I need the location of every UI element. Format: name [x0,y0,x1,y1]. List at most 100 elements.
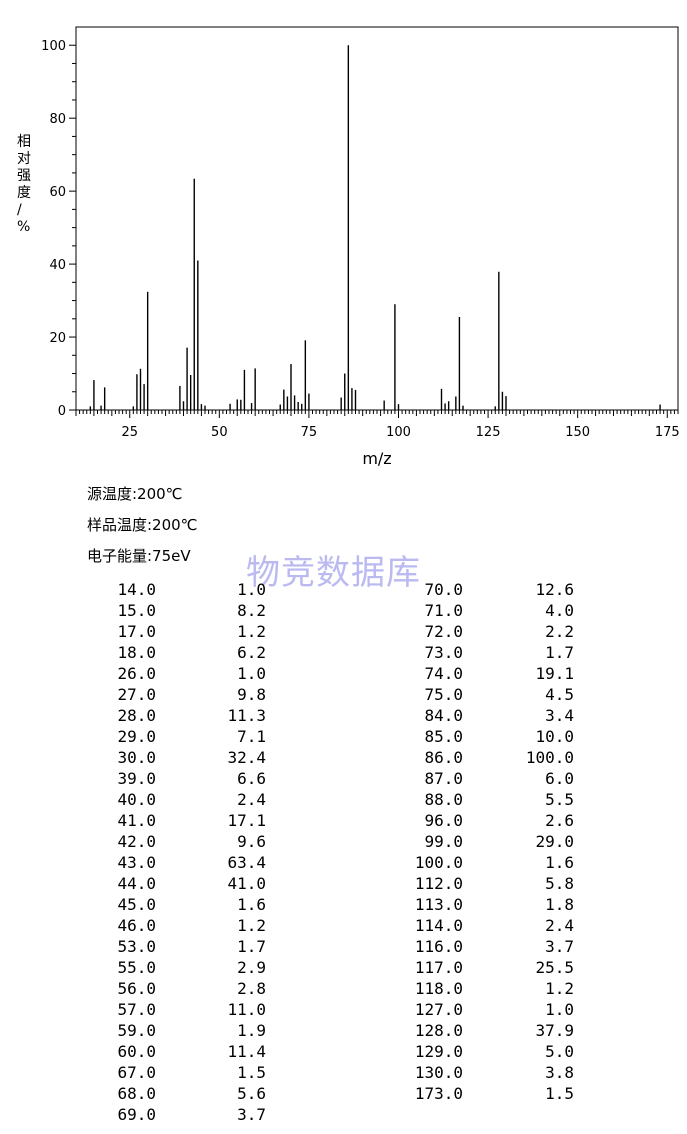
y-axis-label: 相对强度/% [17,134,31,235]
intensity-value: 6.6 [237,769,266,788]
mz-value: 15.0 [117,601,156,620]
mz-value: 74.0 [424,664,463,683]
table-row: 113.0 1.8 [0,895,687,916]
intensity-value: 3.8 [545,1063,574,1082]
intensity-value: 100.0 [525,748,574,767]
table-row: 15.0 8.2 [0,601,687,622]
intensity-value: 3.7 [237,1105,266,1124]
mz-value: 85.0 [424,727,463,746]
x-tick-label: 100 [386,425,411,440]
spectrum-peaks [89,45,661,410]
mz-value: 128.0 [414,1021,463,1040]
intensity-value: 41.0 [227,874,266,893]
intensity-value: 37.9 [535,1021,574,1040]
intensity-value: 1.7 [237,937,266,956]
table-row: 27.0 9.8 [0,685,687,706]
intensity-value: 1.2 [545,979,574,998]
mz-value: 73.0 [424,643,463,662]
intensity-value: 5.8 [545,874,574,893]
source-temperature: 源温度:200℃ [87,485,183,503]
mz-value: 26.0 [117,664,156,683]
intensity-value: 4.5 [545,685,574,704]
table-row: 68.0 5.6 [0,1084,687,1105]
y-tick-label: 80 [49,112,66,127]
table-row: 57.0 11.0 [0,1000,687,1021]
mz-value: 88.0 [424,790,463,809]
mass-spectrum-chart: 0 20 40 60 80 100 25 50 75 100 125 150 175 m/z 相对强度… [17,26,680,468]
intensity-value: 4.0 [545,601,574,620]
table-row: 17.0 1.2 [0,622,687,643]
table-row: 128.0 37.9 [0,1021,687,1042]
electron-energy: 电子能量:75eV [87,547,191,565]
mz-value: 118.0 [414,979,463,998]
intensity-value: 5.6 [237,1084,266,1103]
x-tick-label: 75 [301,425,318,440]
mz-value: 27.0 [117,685,156,704]
table-row: 99.0 29.0 [0,832,687,853]
table-row: 26.0 1.0 [0,664,687,685]
table-row: 60.0 11.4 [0,1042,687,1063]
intensity-value: 1.6 [545,853,574,872]
table-row: 69.0 3.7 [0,1105,687,1126]
mz-value: 130.0 [414,1063,463,1082]
intensity-value: 19.1 [535,664,574,683]
mz-value: 29.0 [117,727,156,746]
table-row: 18.0 6.2 [0,643,687,664]
mz-value: 67.0 [117,1063,156,1082]
intensity-value: 10.0 [535,727,574,746]
mz-value: 112.0 [414,874,463,893]
intensity-value: 6.0 [545,769,574,788]
plot-frame [75,26,679,411]
table-row: 56.0 2.8 [0,979,687,1000]
table-row: 112.0 5.8 [0,874,687,895]
intensity-value: 9.8 [237,685,266,704]
mz-value: 113.0 [414,895,463,914]
table-row: 73.0 1.7 [0,643,687,664]
intensity-value: 5.5 [545,790,574,809]
x-tick-label: 175 [655,425,680,440]
mz-value: 57.0 [117,1000,156,1019]
mz-value: 87.0 [424,769,463,788]
x-tick-label: 125 [476,425,501,440]
intensity-value: 63.4 [227,853,266,872]
mz-value: 56.0 [117,979,156,998]
table-row: 40.0 2.4 [0,790,687,811]
table-row: 114.0 2.4 [0,916,687,937]
intensity-value: 1.6 [237,895,266,914]
chart-axes [75,26,679,411]
intensity-value: 1.0 [545,1000,574,1019]
table-row: 86.0 100.0 [0,748,687,769]
mz-value: 42.0 [117,832,156,851]
table-row: 117.0 25.5 [0,958,687,979]
table-row: 45.0 1.6 [0,895,687,916]
table-row: 173.0 1.5 [0,1084,687,1105]
mz-value: 69.0 [117,1105,156,1124]
mz-value: 117.0 [414,958,463,977]
mz-value: 84.0 [424,706,463,725]
table-row: 116.0 3.7 [0,937,687,958]
mz-value: 44.0 [117,874,156,893]
mz-value: 43.0 [117,853,156,872]
intensity-value: 17.1 [227,811,266,830]
intensity-value: 2.6 [545,811,574,830]
mz-value: 116.0 [414,937,463,956]
intensity-value: 8.2 [237,601,266,620]
mz-value: 18.0 [117,643,156,662]
table-row: 74.0 19.1 [0,664,687,685]
x-tick-label: 50 [211,425,228,440]
mz-value: 46.0 [117,916,156,935]
mz-value: 53.0 [117,937,156,956]
table-row: 53.0 1.7 [0,937,687,958]
intensity-value: 1.2 [237,916,266,935]
x-tick-label: 150 [565,425,590,440]
table-row: 59.0 1.9 [0,1021,687,1042]
intensity-value: 3.4 [545,706,574,725]
y-tick-label: 60 [49,185,66,200]
intensity-value: 2.9 [237,958,266,977]
table-row: 43.0 63.4 [0,853,687,874]
table-row: 67.0 1.5 [0,1063,687,1084]
table-row: 39.0 6.6 [0,769,687,790]
intensity-value: 2.2 [545,622,574,641]
table-row: 129.0 5.0 [0,1042,687,1063]
table-row: 14.0 1.0 [0,580,687,601]
